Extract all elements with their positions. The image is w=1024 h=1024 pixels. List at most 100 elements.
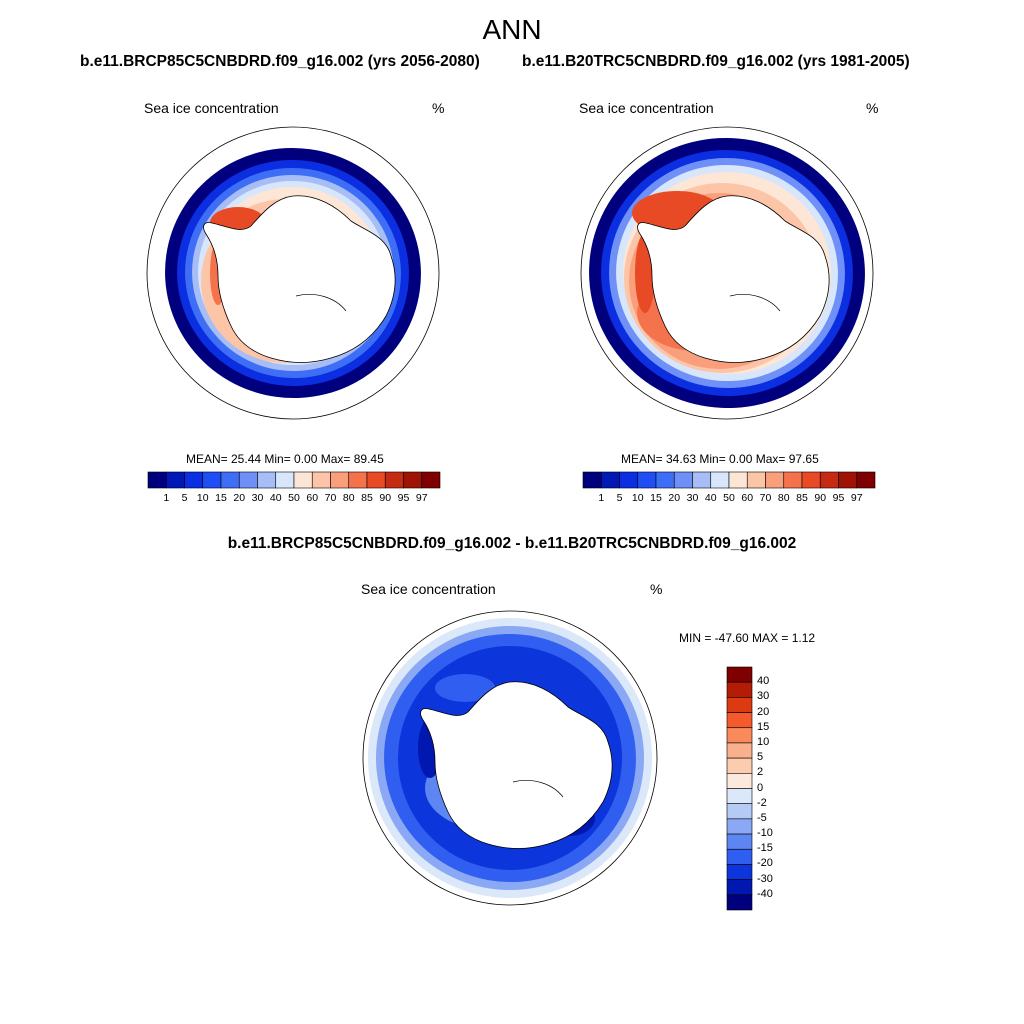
right-colorbar-swatch	[746, 471, 766, 489]
difference-colorbar-swatch	[726, 833, 753, 850]
difference-colorbar-labels: 40 30 20 15 10 5 2 0 -2 -5 -10 -15 -20 -30 -40	[757, 667, 797, 910]
diff-units-label: %	[650, 581, 663, 597]
left-colorbar-tick-label: 15	[215, 492, 227, 504]
left-colorbar-swatch	[184, 471, 204, 489]
difference-panel-title: b.e11.BRCP85C5CNBDRD.f09_g16.002 - b.e11…	[227, 535, 797, 552]
left-colorbar-tick-label: 70	[324, 492, 337, 504]
left-colorbar-swatch	[348, 471, 368, 489]
right-colorbar-tick-label: 10	[631, 492, 644, 504]
left-colorbar-swatch	[202, 471, 222, 489]
right-colorbar-tick-label: 20	[668, 492, 681, 504]
difference-colorbar-tick-label: -20	[757, 857, 773, 870]
right-colorbar-swatch	[783, 471, 803, 489]
difference-colorbar-tick-label: -2	[757, 796, 767, 809]
right-colorbar-swatch	[838, 471, 858, 489]
left-colorbar-tick-label: 20	[233, 492, 246, 504]
left-colorbar	[147, 471, 441, 489]
right-colorbar-tick-label: 50	[723, 492, 735, 504]
left-colorbar-swatch	[238, 471, 258, 489]
left-colorbar-tick-label: 30	[251, 492, 264, 504]
right-colorbar-swatch	[692, 471, 712, 489]
figure-title: ANN	[482, 14, 542, 45]
difference-colorbar-tick-label: -10	[757, 827, 773, 840]
left-stats-text: MEAN= 25.44 Min= 0.00 Max= 89.45	[186, 452, 384, 466]
difference-colorbar-swatch	[726, 803, 753, 820]
difference-colorbar-tick-label: 5	[757, 751, 764, 764]
difference-colorbar-swatch	[726, 666, 753, 683]
left-colorbar-swatch	[165, 471, 185, 489]
right-colorbar-swatch	[600, 471, 620, 489]
left-colorbar-swatch	[311, 471, 331, 489]
left-colorbar-swatch	[421, 471, 441, 489]
right-colorbar-tick-label: 60	[741, 492, 754, 504]
right-colorbar-swatch	[819, 471, 839, 489]
left-colorbar-tick-label: 80	[342, 492, 355, 504]
right-colorbar-tick-label: 40	[704, 492, 717, 504]
right-colorbar-tick-label: 1	[598, 492, 605, 504]
difference-colorbar-swatch	[726, 879, 753, 896]
left-colorbar-swatch	[403, 471, 423, 489]
left-colorbar-tick-label: 85	[361, 492, 373, 504]
difference-colorbar-tick-label: -30	[757, 872, 773, 885]
difference-colorbar-swatch	[726, 818, 753, 835]
left-variable-label: Sea ice concentration	[144, 100, 279, 116]
right-colorbar-swatch	[801, 471, 821, 489]
difference-colorbar	[726, 666, 753, 911]
right-colorbar-swatch	[619, 471, 639, 489]
difference-colorbar-swatch	[726, 697, 753, 713]
right-colorbar-swatch	[637, 471, 657, 489]
difference-colorbar-tick-label: 15	[757, 720, 770, 733]
difference-colorbar-swatch	[726, 712, 753, 729]
right-colorbar-tick-label: 30	[686, 492, 699, 504]
left-colorbar-tick-label: 40	[269, 492, 282, 504]
difference-colorbar-tick-label: 10	[757, 735, 770, 748]
left-colorbar-tick-label: 50	[288, 492, 300, 504]
difference-colorbar-tick-label: -15	[757, 842, 773, 855]
right-colorbar-tick-label: 85	[796, 492, 808, 504]
difference-colorbar-swatch	[726, 864, 753, 880]
left-panel-title: b.e11.BRCP85C5CNBDRD.f09_g16.002 (yrs 20…	[80, 53, 480, 70]
difference-colorbar-tick-label: -40	[757, 887, 773, 900]
right-colorbar-tick-label: 97	[850, 492, 863, 504]
left-colorbar-labels: 1 5 10 15 20 30 40 50 60 70 80 85 90 95 97	[148, 492, 440, 508]
left-polar-map	[146, 126, 440, 420]
left-colorbar-swatch	[275, 471, 295, 489]
difference-colorbar-swatch	[726, 788, 753, 804]
left-colorbar-swatch	[293, 471, 313, 489]
left-colorbar-tick-label: 60	[306, 492, 319, 504]
diff-variable-label: Sea ice concentration	[361, 581, 496, 597]
difference-colorbar-swatch	[726, 848, 753, 865]
right-colorbar-swatch	[765, 471, 785, 489]
left-colorbar-swatch	[384, 471, 404, 489]
difference-colorbar-tick-label: 40	[757, 675, 770, 688]
left-colorbar-tick-label: 10	[196, 492, 209, 504]
right-colorbar-labels: 1 5 10 15 20 30 40 50 60 70 80 85 90 95 97	[583, 492, 875, 508]
right-variable-label: Sea ice concentration	[579, 100, 714, 116]
right-colorbar-swatch	[710, 471, 730, 489]
right-colorbar-tick-label: 90	[814, 492, 827, 504]
diff-stats-text: MIN = -47.60 MAX = 1.12	[679, 631, 816, 645]
right-colorbar	[582, 471, 876, 489]
left-colorbar-tick-label: 5	[181, 492, 188, 504]
right-colorbar-swatch	[655, 471, 675, 489]
difference-colorbar-swatch	[726, 773, 753, 789]
right-colorbar-swatch	[673, 471, 693, 489]
left-colorbar-swatch	[220, 471, 240, 489]
right-colorbar-swatch	[728, 471, 748, 489]
right-colorbar-tick-label: 15	[650, 492, 662, 504]
difference-colorbar-swatch	[726, 727, 753, 744]
left-colorbar-tick-label: 95	[397, 492, 410, 504]
left-colorbar-tick-label: 97	[415, 492, 428, 504]
right-polar-map	[580, 126, 874, 420]
difference-colorbar-swatch	[726, 757, 753, 774]
difference-polar-map	[362, 610, 658, 906]
difference-colorbar-swatch	[726, 742, 753, 759]
difference-colorbar-tick-label: 2	[757, 766, 764, 779]
left-colorbar-tick-label: 90	[379, 492, 392, 504]
right-colorbar-tick-label: 80	[777, 492, 790, 504]
right-colorbar-tick-label: 70	[759, 492, 772, 504]
left-colorbar-swatch	[257, 471, 277, 489]
right-colorbar-tick-label: 95	[832, 492, 845, 504]
right-panel-title: b.e11.B20TRC5CNBDRD.f09_g16.002 (yrs 198…	[522, 53, 910, 70]
difference-colorbar-tick-label: 20	[757, 705, 770, 718]
